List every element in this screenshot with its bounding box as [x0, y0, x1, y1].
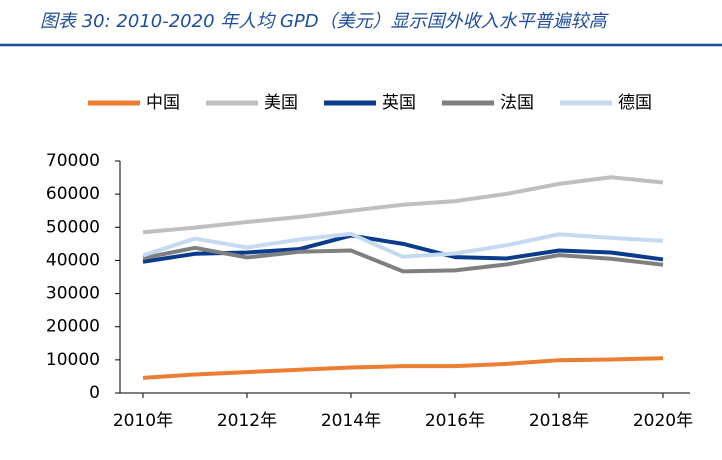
legend-label: 美国 [264, 93, 298, 113]
y-tick-label: 70000 [46, 151, 100, 171]
y-tick-label: 50000 [46, 217, 100, 237]
legend-label: 英国 [382, 93, 416, 113]
x-tick-label: 2020年 [633, 411, 693, 431]
series-line [142, 175, 664, 235]
y-tick-label: 0 [89, 383, 100, 403]
x-tick-label: 2012年 [217, 411, 277, 431]
y-tick-label: 30000 [46, 284, 100, 304]
x-tick-label: 2018年 [529, 411, 589, 431]
x-tick-label: 2014年 [321, 411, 381, 431]
x-tick-label: 2010年 [113, 411, 173, 431]
x-tick-label: 2016年 [425, 411, 485, 431]
legend-label: 德国 [618, 93, 652, 113]
chart-title: 图表 30: 2010-2020 年人均 GPD（美元）显示国外收入水平普遍较高 [40, 11, 610, 32]
legend-label: 中国 [146, 93, 180, 113]
series-line [142, 245, 664, 274]
series-line [142, 231, 664, 259]
legend-label: 法国 [500, 93, 534, 113]
y-tick-label: 10000 [46, 350, 100, 370]
y-tick-label: 60000 [46, 184, 100, 204]
y-tick-label: 20000 [46, 317, 100, 337]
y-tick-label: 40000 [46, 250, 100, 270]
series-line [142, 356, 664, 380]
